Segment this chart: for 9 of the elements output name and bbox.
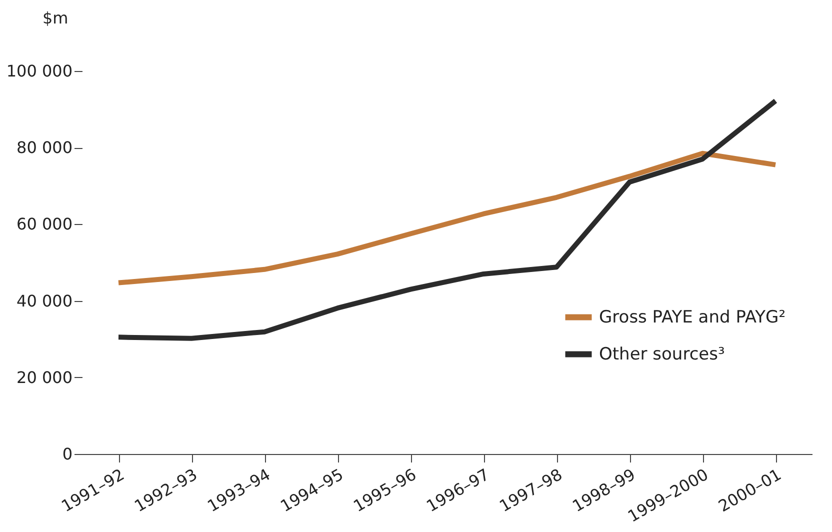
y-tick-label: 60 000 (16, 214, 72, 234)
y-tick-label: 20 000 (16, 368, 72, 387)
y-tick-label: 0 (62, 444, 72, 464)
y-tick-label: 100 000 (6, 62, 72, 80)
y-axis-title: $m (42, 8, 68, 28)
y-tick-label: 80 000 (16, 138, 72, 158)
legend-label: Other sources³ (599, 344, 725, 364)
y-tick-label: 40 000 (16, 291, 72, 310)
legend-label: Gross PAYE and PAYG² (599, 307, 786, 328)
